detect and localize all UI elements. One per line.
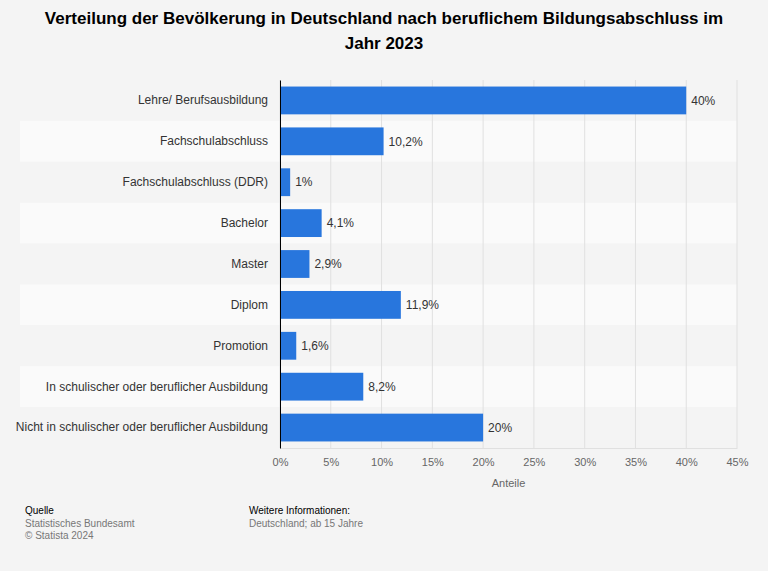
bars xyxy=(280,87,686,442)
x-tick-label: 30% xyxy=(574,456,596,468)
y-axis: Lehre/ Berufsausbildung Fachschulabschlus… xyxy=(16,81,281,449)
footer-text: © Statista 2024 xyxy=(25,530,94,541)
bar xyxy=(280,414,483,442)
row-stripe xyxy=(20,80,737,121)
row-stripe xyxy=(20,366,737,407)
y-tick-label: Promotion xyxy=(213,339,268,353)
bar xyxy=(280,209,322,237)
data-label: 4,1% xyxy=(327,216,355,230)
x-tick: 25% xyxy=(523,448,545,468)
title: Verteilung der Bevölkerung in Deutschlan… xyxy=(45,9,723,53)
grid-line xyxy=(432,80,433,448)
y-axis-line xyxy=(280,81,281,449)
x-tick-label: 40% xyxy=(676,456,698,468)
x-tick-label: 45% xyxy=(726,456,748,468)
y-tick-label: Fachschulabschluss (DDR) xyxy=(123,175,268,189)
data-label: 8,2% xyxy=(368,380,396,394)
y-tick: Promotion xyxy=(213,339,280,353)
chart: Verteilung der Bevölkerung in Deutschlan… xyxy=(0,0,768,571)
grid-line xyxy=(533,80,534,448)
y-tick: Fachschulabschluss xyxy=(160,134,280,148)
footer-text: Weitere Informationen: xyxy=(249,505,350,516)
data-labels: 40% 10,2% 1% 4,1% 2,9% 11,9% 1,6% 8,2% 20% xyxy=(295,94,715,435)
x-tick: 0% xyxy=(273,448,289,468)
bar xyxy=(280,291,401,319)
x-tick: 20% xyxy=(473,448,495,468)
y-tick: Nicht in schulischer oder beruflicher Au… xyxy=(16,420,280,434)
y-tick-label: Master xyxy=(231,257,268,271)
data-label: 2,9% xyxy=(314,257,342,271)
y-tick: In schulischer oder beruflicher Ausbildu… xyxy=(46,380,280,394)
footer-text: Deutschland; ab 15 Jahre xyxy=(249,518,363,529)
x-axis: 0% 5% 10% 15% 20% 25% 30% 35% 40% 45% xyxy=(273,448,749,468)
row-stripe xyxy=(20,325,737,366)
y-tick-label: Nicht in schulischer oder beruflicher Au… xyxy=(16,420,268,434)
y-tick-label: Diplom xyxy=(231,298,268,312)
x-tick: 30% xyxy=(574,448,596,468)
bar xyxy=(280,87,686,115)
x-tick-label: 10% xyxy=(371,456,393,468)
data-label: 10,2% xyxy=(389,135,423,149)
footer-text: Quelle xyxy=(25,505,54,516)
x-axis-title: Anteile xyxy=(492,477,526,489)
bar xyxy=(280,168,290,196)
y-tick: Bachelor xyxy=(221,216,280,230)
y-tick: Master xyxy=(231,257,280,271)
grid-line xyxy=(686,80,687,448)
x-tick: 40% xyxy=(676,448,698,468)
grid xyxy=(280,80,737,448)
y-tick-label: Bachelor xyxy=(221,216,268,230)
y-tick-label: Lehre/ Berufsausbildung xyxy=(138,93,268,107)
x-axis-line xyxy=(281,448,738,449)
x-tick: 10% xyxy=(371,448,393,468)
footer-text: Statistisches Bundesamt xyxy=(25,518,135,529)
row-stripe xyxy=(20,244,737,285)
data-label: 11,9% xyxy=(406,298,439,312)
grid-line xyxy=(483,80,484,448)
x-tick-label: 5% xyxy=(323,456,339,468)
bar xyxy=(280,127,384,155)
background xyxy=(0,0,768,571)
data-label: 1,6% xyxy=(301,339,329,353)
row-stripe xyxy=(20,162,737,203)
x-tick-label: 25% xyxy=(523,456,545,468)
data-label: 40% xyxy=(691,94,715,108)
data-label: 1% xyxy=(295,175,313,189)
y-tick-label: In schulischer oder beruflicher Ausbildu… xyxy=(46,380,268,394)
x-tick-label: 20% xyxy=(473,456,495,468)
y-tick: Lehre/ Berufsausbildung xyxy=(138,93,280,107)
x-tick: 15% xyxy=(422,448,444,468)
x-tick: 5% xyxy=(323,448,339,468)
x-tick-label: 35% xyxy=(625,456,647,468)
x-tick-label: 15% xyxy=(422,456,444,468)
grid-line xyxy=(737,80,738,448)
grid-line xyxy=(635,80,636,448)
x-tick: 45% xyxy=(726,448,748,468)
plot: 40% 10,2% 1% 4,1% 2,9% 11,9% 1,6% 8,2% 20% 0% 5% 10… xyxy=(16,80,749,468)
row-stripe xyxy=(20,203,737,244)
row-stripe xyxy=(20,284,737,325)
grid-line xyxy=(584,80,585,448)
x-tick-label: 0% xyxy=(273,456,289,468)
y-tick: Fachschulabschluss (DDR) xyxy=(123,175,280,189)
data-label: 20% xyxy=(488,421,512,435)
y-tick: Diplom xyxy=(231,298,280,312)
row-stripe xyxy=(20,121,737,162)
grid-line xyxy=(280,80,281,448)
y-tick-label: Fachschulabschluss xyxy=(160,134,268,148)
bar xyxy=(280,332,296,360)
bar xyxy=(280,250,309,278)
x-tick: 35% xyxy=(625,448,647,468)
bar xyxy=(280,373,363,401)
row-stripes xyxy=(20,80,737,448)
